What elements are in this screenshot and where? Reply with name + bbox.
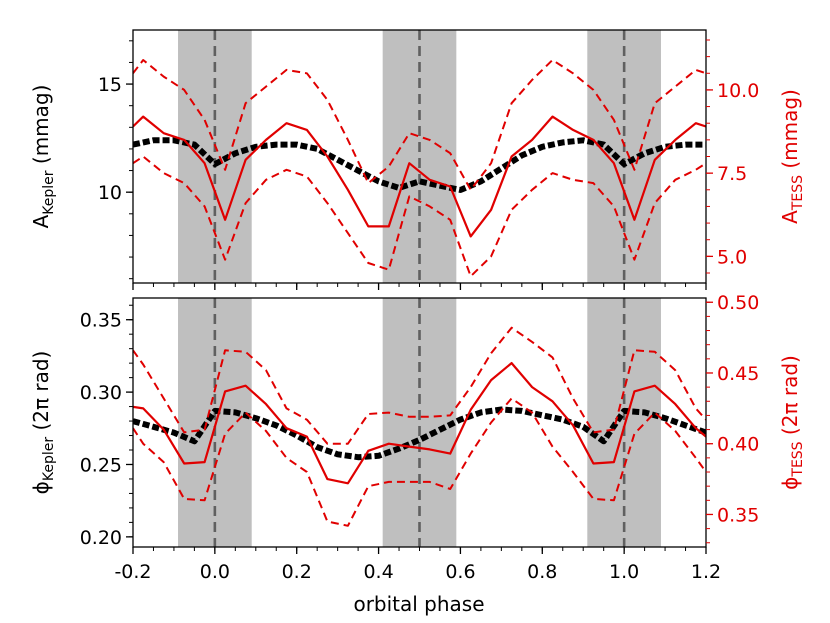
right-ytick-label-2: 10.0 xyxy=(717,80,759,102)
right-axis-label-main: ϕ xyxy=(778,477,802,490)
right-ytick-label-3: 0.50 xyxy=(717,292,759,314)
xtick-label-1: 0.0 xyxy=(200,561,230,583)
left-axis-label-main: A xyxy=(29,214,53,228)
left-axis-label-unit: (2π rad) xyxy=(29,351,53,437)
left-ytick-label-0: 0.20 xyxy=(80,527,122,549)
left-ytick-label-1: 15 xyxy=(98,74,122,96)
left-ytick-label-1: 0.25 xyxy=(80,454,122,476)
xtick-label-5: 0.8 xyxy=(527,561,557,583)
right-axis-label: ATESS (mmag) xyxy=(778,89,806,224)
tess-series-dashed-3 xyxy=(133,155,706,278)
right-axis-label-unit: (2π rad) xyxy=(778,355,802,441)
tess-series-solid-1 xyxy=(133,362,706,485)
xtick-label-7: 1.2 xyxy=(691,561,721,583)
phase-panel: 0.20 0.25 0.30 0.35 0.35 0.40 0.45 0.50 -0.2 0.0 0… xyxy=(29,292,806,583)
left-ytick-label-2: 0.30 xyxy=(80,382,122,404)
xtick-label-6: 1.0 xyxy=(609,561,639,583)
xtick-label-4: 0.6 xyxy=(445,561,475,583)
right-ytick-label-1: 0.40 xyxy=(717,434,759,456)
left-axis-label-sub: Kepler xyxy=(41,170,57,214)
tess-series-solid-1 xyxy=(133,115,706,238)
tess-series-dashed-3 xyxy=(133,397,706,527)
left-ytick-label-3: 0.35 xyxy=(80,310,122,332)
right-ytick-label-2: 0.45 xyxy=(717,363,759,385)
right-ytick-label-0: 0.35 xyxy=(717,504,759,526)
series-group xyxy=(133,59,706,278)
xtick-label-3: 0.4 xyxy=(363,561,393,583)
series-group xyxy=(133,326,706,527)
left-axis-label: AKepler (mmag) xyxy=(29,85,57,229)
left-ytick-label-0: 10 xyxy=(98,182,122,204)
xtick-label-2: 0.2 xyxy=(282,561,312,583)
left-axis-label: ϕKepler (2π rad) xyxy=(29,351,57,495)
tess-series-dashed-2 xyxy=(133,59,706,191)
kepler-series-thick-dashed-0 xyxy=(133,406,706,461)
right-axis-label-unit: (mmag) xyxy=(778,89,802,175)
right-axis-label-main: A xyxy=(778,210,802,224)
left-axis-label-sub: Kepler xyxy=(41,437,57,481)
right-ytick-label-1: 7.5 xyxy=(717,163,747,185)
xtick-label-0: -0.2 xyxy=(114,561,151,583)
x-axis-label: orbital phase xyxy=(353,592,484,616)
right-axis-label: ϕTESS (2π rad) xyxy=(778,355,806,490)
left-axis-label-unit: (mmag) xyxy=(29,85,53,171)
right-axis-label-sub: TESS xyxy=(790,441,806,477)
tess-series-dashed-2 xyxy=(133,326,706,445)
right-axis-label-sub: TESS xyxy=(790,175,806,211)
left-axis-label-main: ϕ xyxy=(29,481,53,494)
right-ytick-label-0: 5.0 xyxy=(717,246,747,268)
